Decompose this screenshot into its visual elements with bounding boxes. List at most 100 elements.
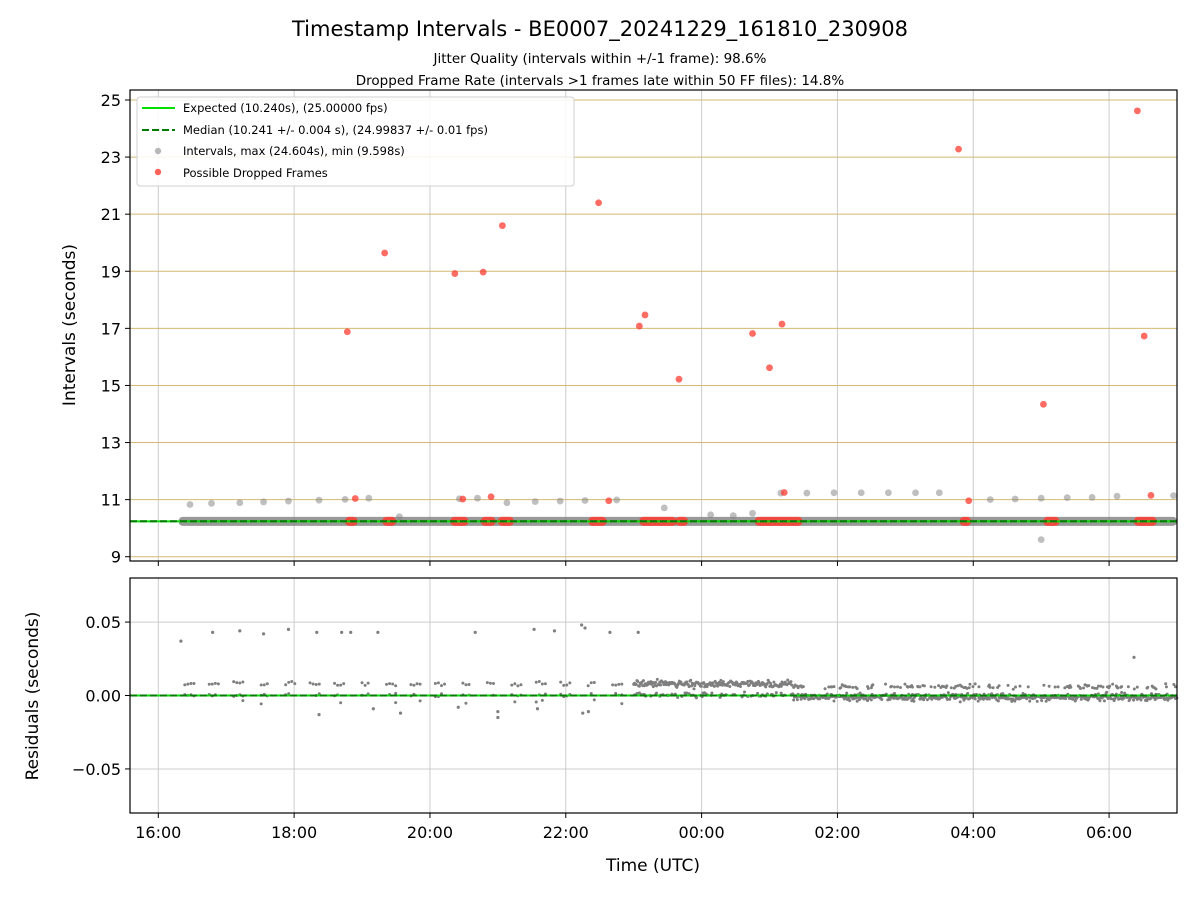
residual-point bbox=[241, 680, 245, 684]
residual-point bbox=[363, 683, 367, 687]
residual-outlier-point bbox=[473, 630, 477, 634]
intervals-ticks: 9 11 13 15 17 19 21 23 25 bbox=[101, 91, 1110, 567]
residual-outlier-point bbox=[179, 639, 183, 643]
residual-outlier-point bbox=[552, 629, 557, 633]
residual-point bbox=[830, 685, 834, 689]
residual-point bbox=[790, 683, 794, 687]
residual-point bbox=[1149, 692, 1153, 696]
residual-point bbox=[433, 682, 437, 686]
interval-point bbox=[260, 498, 267, 506]
residual-point bbox=[676, 696, 680, 700]
residual-point bbox=[1044, 699, 1048, 703]
intervals-y-tick-label: 23 bbox=[101, 148, 121, 167]
residual-point bbox=[712, 684, 716, 688]
residual-point bbox=[719, 678, 723, 682]
residual-point bbox=[1040, 699, 1044, 703]
residual-point bbox=[543, 682, 547, 686]
residuals-y-tick-label: 0.05 bbox=[85, 613, 121, 632]
residual-outlier-point bbox=[636, 630, 640, 634]
residual-outlier-point bbox=[456, 705, 460, 709]
residual-point bbox=[409, 683, 413, 687]
intervals-y-axis-label: Intervals (seconds) bbox=[60, 244, 80, 406]
residual-point bbox=[235, 681, 239, 685]
residual-point bbox=[1172, 682, 1176, 686]
residual-point bbox=[516, 684, 520, 688]
legend-label-median: Median (10.241 +/- 0.004 s), (24.99837 +… bbox=[183, 123, 488, 137]
residual-point bbox=[903, 682, 907, 686]
residual-point bbox=[976, 699, 980, 703]
residual-point bbox=[1135, 685, 1139, 689]
residual-point bbox=[637, 684, 641, 688]
residual-point bbox=[895, 685, 899, 689]
residual-point bbox=[641, 679, 645, 683]
interval-point bbox=[1037, 494, 1045, 502]
intervals-y-tick-label: 15 bbox=[101, 376, 121, 395]
interval-point bbox=[365, 494, 373, 502]
residual-point bbox=[690, 684, 694, 688]
residual-point bbox=[862, 697, 866, 701]
residual-point bbox=[884, 682, 888, 686]
residual-point bbox=[1109, 697, 1113, 701]
residual-point bbox=[1028, 699, 1032, 703]
residual-point bbox=[958, 700, 962, 704]
dropped-frame-point bbox=[641, 311, 649, 319]
residual-point bbox=[779, 691, 783, 695]
residual-point bbox=[617, 682, 621, 686]
intervals-plot-frame bbox=[129, 89, 1178, 562]
dropped-frame-point bbox=[487, 493, 495, 501]
residual-point bbox=[1096, 684, 1100, 688]
residual-point bbox=[1095, 686, 1099, 690]
residual-point bbox=[869, 698, 873, 702]
residual-point bbox=[689, 678, 693, 682]
interval-point bbox=[531, 498, 539, 506]
residual-point bbox=[796, 686, 800, 690]
intervals-marks bbox=[130, 107, 1178, 543]
residual-point bbox=[562, 683, 566, 687]
residual-point bbox=[534, 700, 538, 704]
residual-point bbox=[388, 682, 392, 686]
residual-point bbox=[342, 682, 346, 686]
residuals-y-tick-label: −0.05 bbox=[72, 760, 121, 779]
residual-point bbox=[589, 681, 593, 685]
residual-point bbox=[988, 685, 992, 689]
residual-outlier-point bbox=[496, 715, 500, 720]
residual-point bbox=[1042, 683, 1046, 687]
residual-point bbox=[997, 684, 1001, 688]
interval-point bbox=[1063, 494, 1071, 502]
residual-point bbox=[443, 682, 447, 686]
chart-title: Timestamp Intervals - BE0007_20241229_16… bbox=[291, 17, 908, 42]
x-tick-label: 18:00 bbox=[271, 823, 317, 842]
residual-point bbox=[333, 681, 337, 685]
residual-point bbox=[207, 682, 211, 686]
residual-outlier-point bbox=[581, 711, 585, 715]
residual-point bbox=[540, 698, 544, 702]
residual-point bbox=[960, 685, 964, 689]
residual-point bbox=[488, 681, 492, 685]
intervals-panel: 9 11 13 15 17 19 21 23 25 Intervals (seconds) Ex… bbox=[60, 89, 1178, 567]
residual-point bbox=[614, 683, 618, 687]
residual-point bbox=[685, 691, 689, 695]
residual-point bbox=[987, 697, 991, 701]
residual-point bbox=[929, 685, 933, 689]
residual-point bbox=[568, 681, 572, 685]
residual-point bbox=[948, 697, 952, 701]
residual-point bbox=[801, 685, 805, 689]
residual-point bbox=[415, 682, 419, 686]
residual-point bbox=[1069, 685, 1073, 689]
residual-point bbox=[461, 681, 465, 685]
residual-point bbox=[336, 683, 340, 687]
residual-point bbox=[314, 683, 318, 687]
residual-point bbox=[259, 683, 263, 687]
legend-swatch-intervals bbox=[154, 147, 162, 155]
dropped-frame-point bbox=[381, 249, 389, 257]
residual-point bbox=[655, 677, 659, 681]
dropped-frame-point bbox=[451, 270, 459, 277]
residual-point bbox=[1164, 682, 1168, 686]
residual-outlier-point bbox=[211, 630, 215, 634]
residual-point bbox=[339, 701, 343, 705]
residual-point bbox=[284, 683, 288, 687]
residual-outlier-point bbox=[583, 626, 587, 630]
residual-point bbox=[693, 684, 697, 688]
dropped-frame-point bbox=[766, 364, 773, 372]
residual-point bbox=[769, 681, 773, 685]
